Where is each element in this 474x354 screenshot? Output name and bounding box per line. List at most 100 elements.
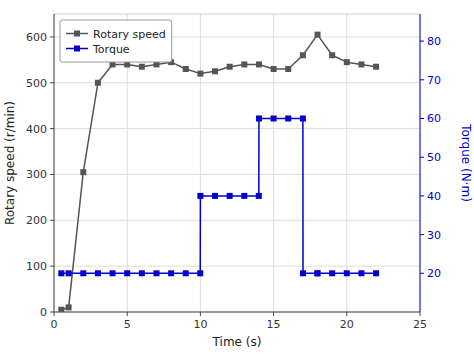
series-marker bbox=[183, 66, 189, 72]
series-marker bbox=[285, 66, 291, 72]
series-marker bbox=[58, 270, 64, 276]
y-tick bbox=[50, 312, 54, 313]
y-tick-label: 500 bbox=[26, 77, 47, 90]
series-marker bbox=[241, 61, 247, 67]
y-tick-label: 600 bbox=[26, 31, 47, 44]
legend-swatch-marker bbox=[74, 31, 80, 37]
series-line bbox=[61, 118, 376, 273]
grid-line-y bbox=[54, 128, 420, 129]
series-marker bbox=[80, 270, 86, 276]
y-axis-label: Rotary speed (r/min) bbox=[3, 101, 17, 225]
series-marker bbox=[197, 193, 203, 199]
y-tick bbox=[50, 220, 54, 221]
y2-axis-line bbox=[420, 14, 421, 312]
series-marker bbox=[300, 270, 306, 276]
y-tick bbox=[50, 266, 54, 267]
series-marker bbox=[168, 270, 174, 276]
axes: 0510152025010020030040050060020304050607… bbox=[26, 14, 441, 331]
series-marker bbox=[358, 61, 364, 67]
series-marker bbox=[95, 270, 101, 276]
series-marker bbox=[314, 270, 320, 276]
series bbox=[58, 115, 379, 276]
frame-top bbox=[54, 14, 420, 15]
y-tick-label: 400 bbox=[26, 123, 47, 136]
y2-tick-label: 50 bbox=[427, 151, 441, 164]
series-marker bbox=[58, 307, 64, 312]
grid-line-x bbox=[420, 14, 421, 312]
series-marker bbox=[344, 270, 350, 276]
series-marker bbox=[241, 193, 247, 199]
grid-line-y bbox=[54, 312, 420, 313]
series-marker bbox=[271, 115, 277, 121]
y2-axis-label: Torque (N·m) bbox=[459, 123, 473, 202]
series-marker bbox=[110, 270, 116, 276]
y-tick bbox=[50, 174, 54, 175]
series-marker bbox=[183, 270, 189, 276]
series-marker bbox=[256, 61, 262, 67]
x-tick-label: 15 bbox=[267, 318, 281, 331]
series-marker bbox=[66, 270, 72, 276]
series-marker bbox=[373, 270, 379, 276]
y2-tick-label: 80 bbox=[427, 35, 441, 48]
y-tick bbox=[50, 36, 54, 37]
y2-tick bbox=[420, 157, 424, 158]
series-marker bbox=[344, 59, 350, 65]
grid-line-x bbox=[346, 14, 347, 312]
x-tick bbox=[54, 312, 55, 316]
plot-area bbox=[58, 32, 379, 312]
y2-tick-label: 70 bbox=[427, 74, 441, 87]
series-marker bbox=[124, 270, 130, 276]
y2-tick-label: 40 bbox=[427, 190, 441, 203]
y2-tick bbox=[420, 273, 424, 274]
series-marker bbox=[300, 115, 306, 121]
series-marker bbox=[227, 193, 233, 199]
y2-tick bbox=[420, 41, 424, 42]
series-marker bbox=[315, 32, 321, 38]
grid-line-y bbox=[54, 220, 420, 221]
x-tick-label: 20 bbox=[340, 318, 354, 331]
x-tick bbox=[346, 312, 347, 316]
series-marker bbox=[153, 270, 159, 276]
y-axis-line bbox=[54, 14, 55, 312]
y-tick-label: 100 bbox=[26, 260, 47, 273]
chart: 0510152025010020030040050060020304050607… bbox=[0, 0, 474, 354]
y-tick-label: 300 bbox=[26, 168, 47, 181]
series-marker bbox=[95, 80, 101, 86]
y2-tick-label: 20 bbox=[427, 267, 441, 280]
series-marker bbox=[197, 71, 203, 77]
series-marker bbox=[315, 270, 321, 276]
grid-line-y bbox=[54, 82, 420, 83]
legend-item: Rotary speed bbox=[66, 28, 166, 41]
y-tick-label: 0 bbox=[40, 306, 47, 319]
x-tick-label: 25 bbox=[413, 318, 427, 331]
series-marker bbox=[358, 270, 364, 276]
series-marker bbox=[271, 66, 277, 72]
series-marker bbox=[256, 115, 262, 121]
x-tick-label: 10 bbox=[193, 318, 207, 331]
grid-line-x bbox=[273, 14, 274, 312]
series-marker bbox=[66, 304, 72, 310]
grid bbox=[54, 14, 420, 312]
series-line bbox=[61, 35, 376, 310]
legend-label: Rotary speed bbox=[93, 28, 166, 41]
x-tick-label: 0 bbox=[51, 318, 58, 331]
x-tick bbox=[200, 312, 201, 316]
y2-tick bbox=[420, 234, 424, 235]
legend-item: Torque bbox=[66, 43, 130, 56]
series-marker bbox=[329, 270, 335, 276]
series-marker bbox=[285, 115, 291, 121]
series-marker bbox=[300, 52, 306, 58]
y2-tick bbox=[420, 195, 424, 196]
series-marker bbox=[227, 64, 233, 70]
x-tick bbox=[127, 312, 128, 316]
legend-swatch-marker bbox=[74, 46, 80, 52]
x-tick-label: 5 bbox=[124, 318, 131, 331]
x-axis-label: Time (s) bbox=[212, 335, 262, 349]
series-marker bbox=[212, 68, 218, 74]
legend: Rotary speed Torque bbox=[60, 20, 172, 62]
grid-line-x bbox=[54, 14, 55, 312]
y-tick bbox=[50, 82, 54, 83]
series-marker bbox=[80, 169, 86, 175]
y2-tick-label: 60 bbox=[427, 112, 441, 125]
y-tick bbox=[50, 128, 54, 129]
